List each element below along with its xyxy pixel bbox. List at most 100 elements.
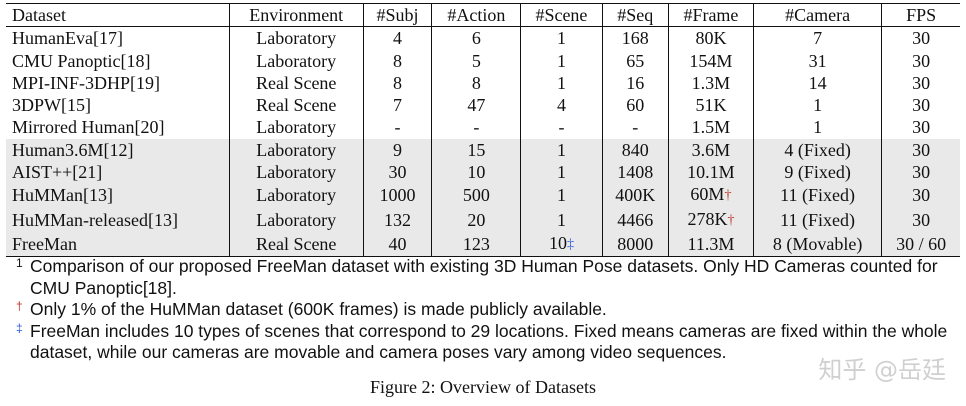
cell-fps: 30 xyxy=(882,72,960,94)
cell-fps-value: 30 xyxy=(912,72,931,93)
cell-action-value: 20 xyxy=(467,209,486,230)
cell-dataset: Mirrored Human[20] xyxy=(6,116,230,139)
cell-action-value: 10 xyxy=(467,162,486,183)
cell-seq-value: 8000 xyxy=(617,233,654,254)
cell-environment-value: Laboratory xyxy=(256,209,337,230)
cell-scene-value: 1 xyxy=(556,185,566,206)
cell-scene: 1 xyxy=(520,71,603,95)
cell-dataset: AIST++[21] xyxy=(6,161,230,184)
cell-seq: 8000 xyxy=(602,231,669,257)
cell-scene: 1 xyxy=(520,26,603,50)
cell-dataset: CMU Panoptic[18] xyxy=(6,49,230,72)
footnote-1: 1 Comparison of our proposed FreeMan dat… xyxy=(14,256,958,299)
cell-environment-value: Real Scene xyxy=(255,95,337,116)
cell-action: 47 xyxy=(431,94,522,117)
dagger-mark: † xyxy=(724,188,732,204)
cell-dataset: 3DPW[15] xyxy=(6,94,230,117)
cell-camera: 31 xyxy=(753,49,883,72)
cell-dataset: FreeMan xyxy=(6,231,230,257)
cell-subj: 7 xyxy=(363,94,433,117)
cell-seq: 400K xyxy=(602,183,669,208)
cell-seq-value: 1408 xyxy=(617,162,654,183)
cell-subj-value: 40 xyxy=(388,233,407,254)
cell-fps-value: 30 xyxy=(912,139,931,160)
cell-scene-value: 1 xyxy=(556,50,566,71)
cell-frame: 154M xyxy=(668,49,754,72)
cell-seq-value: 840 xyxy=(621,139,649,160)
cell-fps-value: 30 xyxy=(912,95,931,116)
table-header-row: Dataset Environment #Subj #Action #Scene… xyxy=(6,3,960,27)
cell-environment-value: Laboratory xyxy=(256,162,337,183)
cell-dataset-value: HuMMan-released[13] xyxy=(12,209,178,230)
cell-scene: 1 xyxy=(520,138,603,162)
cell-subj: 8 xyxy=(363,49,433,72)
cell-action-value: 15 xyxy=(467,139,486,160)
cell-frame: 51K xyxy=(668,94,754,117)
table-row: Mirrored Human[20] Laboratory - - - - 1.5M 1 30 xyxy=(6,116,960,139)
header-environment: Environment xyxy=(229,3,364,27)
cell-frame: 80K xyxy=(668,26,754,50)
cell-frame: 60M† xyxy=(668,183,754,208)
cell-subj: - xyxy=(363,116,433,139)
cell-frame-value: 3.6M xyxy=(691,139,731,160)
cell-environment: Laboratory xyxy=(229,183,364,208)
cell-subj: 8 xyxy=(363,71,433,95)
cell-environment-value: Laboratory xyxy=(256,117,337,138)
cell-camera: 11 (Fixed) xyxy=(753,207,883,232)
cell-action: 123 xyxy=(431,231,522,257)
cell-frame: 1.3M xyxy=(668,71,754,95)
cell-subj: 4 xyxy=(363,26,433,50)
cell-dataset-value: HuMMan[13] xyxy=(12,185,113,206)
cell-camera: 8 (Movable) xyxy=(753,231,883,257)
cell-frame: 278K† xyxy=(668,207,754,232)
footnote-text: Only 1% of the HuMMan dataset (600K fram… xyxy=(30,299,607,319)
cell-camera-value: 9 (Fixed) xyxy=(784,162,851,183)
cell-subj-value: 7 xyxy=(393,95,403,116)
table-row: MPI-INF-3DHP[19] Real Scene 8 8 1 16 1.3M 14 30 xyxy=(6,71,960,95)
cell-action: 8 xyxy=(431,71,522,95)
cell-dataset-value: CMU Panoptic[18] xyxy=(12,50,151,71)
cell-seq: - xyxy=(602,116,669,139)
dagger-symbol: † xyxy=(16,299,23,313)
cell-camera-value: 7 xyxy=(813,28,823,49)
header-scene: #Scene xyxy=(520,3,603,27)
cell-scene-value: 4 xyxy=(556,95,566,116)
cell-seq: 168 xyxy=(602,26,669,50)
cell-fps-value: 30 xyxy=(912,162,931,183)
cell-dataset-value: MPI-INF-3DHP[19] xyxy=(12,72,160,93)
cell-frame-value: 11.3M xyxy=(687,233,735,254)
cell-fps-value: 30 xyxy=(912,117,931,138)
cell-subj: 1000 xyxy=(363,183,433,208)
cell-action-value: - xyxy=(473,117,480,138)
cell-frame-value: 1.3M xyxy=(691,72,731,93)
cell-dataset-value: Mirrored Human[20] xyxy=(12,117,165,138)
cell-subj: 132 xyxy=(363,207,433,232)
footnote-dagger: † Only 1% of the HuMMan dataset (600K fr… xyxy=(14,299,958,321)
cell-dataset: HumanEva[17] xyxy=(6,26,230,50)
cell-fps: 30 xyxy=(881,183,960,208)
cell-action-value: 5 xyxy=(471,50,481,71)
table-row: HuMMan-released[13] Laboratory 132 20 1 4466 2… xyxy=(6,207,960,232)
cell-action: 5 xyxy=(431,49,522,72)
cell-environment-value: Laboratory xyxy=(256,50,337,71)
cell-environment: Real Scene xyxy=(229,71,364,95)
cell-environment: Real Scene xyxy=(229,94,364,117)
header-action: #Action xyxy=(431,3,522,27)
cell-scene: 4 xyxy=(520,94,603,117)
cell-seq-value: 168 xyxy=(621,28,649,49)
figure-caption: Figure 2: Overview of Datasets xyxy=(370,377,596,397)
cell-fps: 30 / 60 xyxy=(881,231,960,257)
cell-subj-value: - xyxy=(394,117,401,138)
cell-action-value: 47 xyxy=(467,95,486,116)
cell-seq: 4466 xyxy=(602,207,669,232)
cell-action: 6 xyxy=(431,26,522,50)
cell-scene-value: 10 xyxy=(548,232,567,253)
cell-environment: Laboratory xyxy=(229,138,364,162)
cell-environment: Laboratory xyxy=(229,49,364,72)
cell-scene-value: - xyxy=(558,117,565,138)
cell-frame: 1.5M xyxy=(668,116,754,139)
cell-seq-value: 16 xyxy=(626,72,645,93)
cell-dataset-value: FreeMan xyxy=(12,233,77,254)
cell-environment-value: Real Scene xyxy=(255,72,337,93)
cell-subj-value: 30 xyxy=(388,162,407,183)
